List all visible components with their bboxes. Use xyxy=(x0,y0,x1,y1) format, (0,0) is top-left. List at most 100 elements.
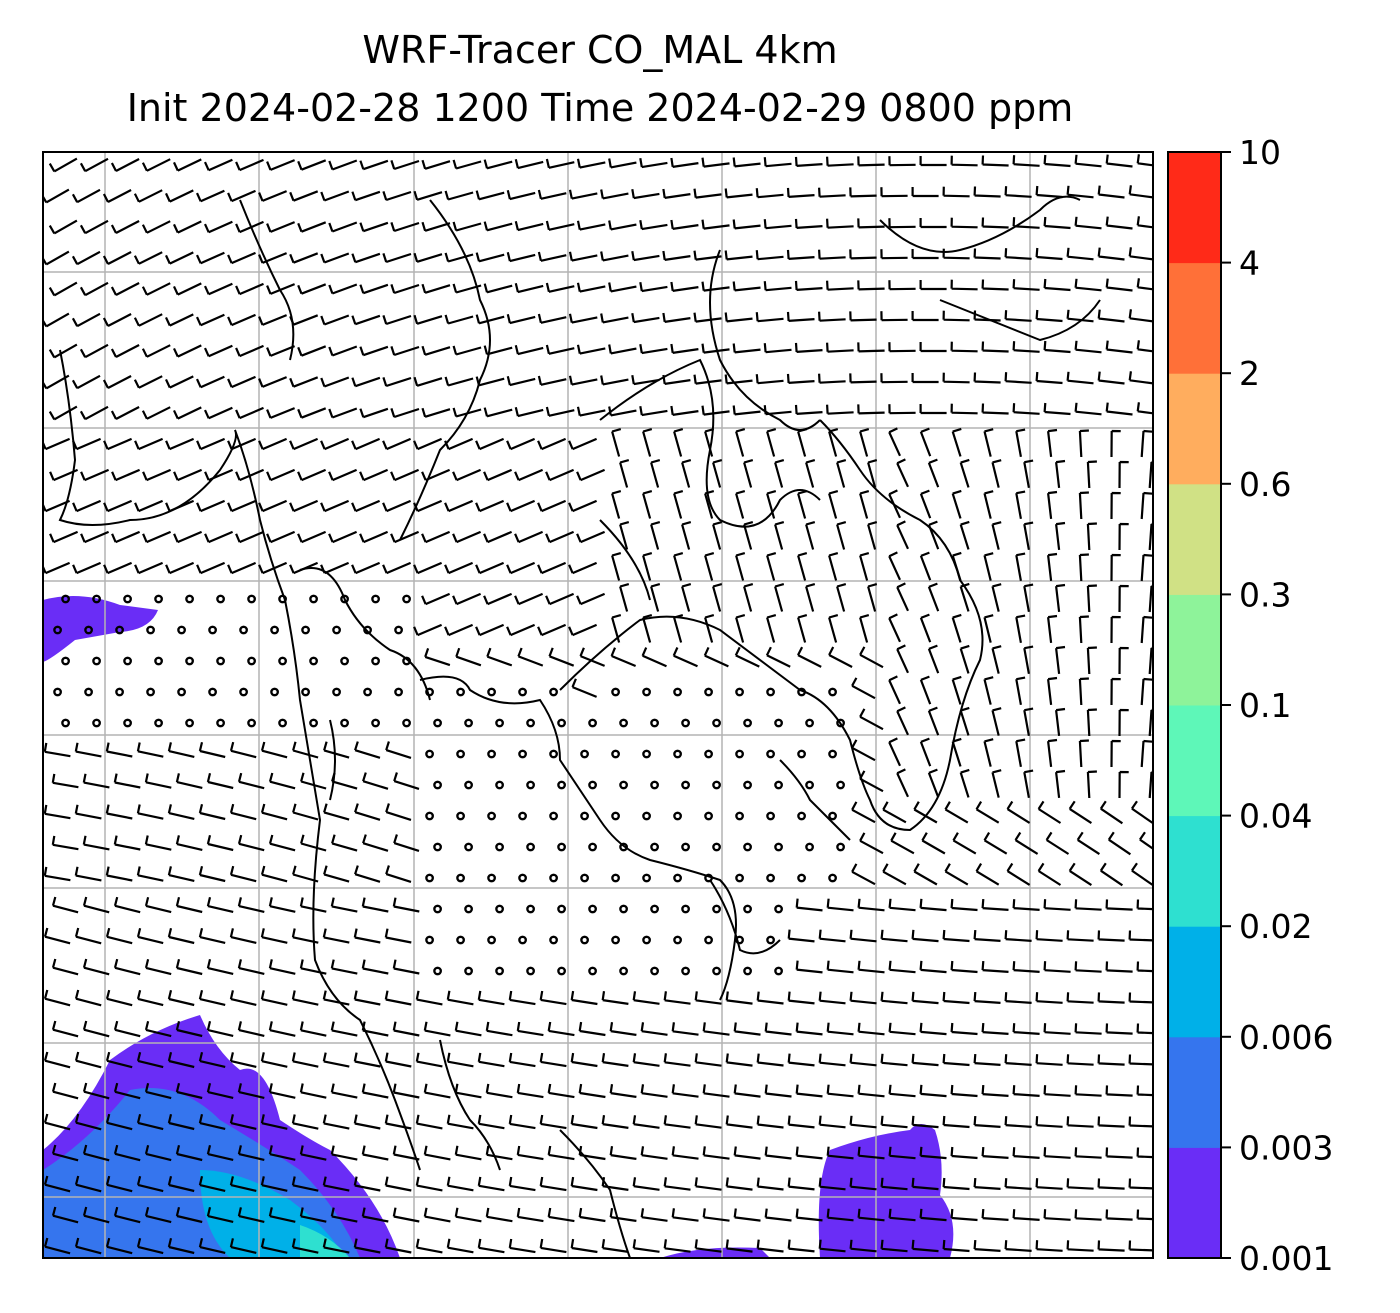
colorbar-tick-label: 0.1 xyxy=(1239,686,1291,725)
wind-barb xyxy=(452,468,482,482)
wind-barb xyxy=(880,1115,908,1129)
wind-barb xyxy=(774,521,785,550)
wind-barb xyxy=(110,344,140,358)
wind-barb xyxy=(514,468,544,482)
wind-barb xyxy=(570,1176,598,1192)
wind-barb xyxy=(859,770,884,793)
calm-marker xyxy=(836,718,845,728)
wind-barb xyxy=(136,804,164,820)
wind-barb xyxy=(229,1238,257,1254)
wind-barb xyxy=(849,1177,877,1191)
wind-barb xyxy=(74,1113,102,1131)
wind-barb xyxy=(571,678,598,698)
calm-marker xyxy=(580,935,589,945)
wind-barb xyxy=(701,219,730,230)
calm-marker xyxy=(425,749,434,759)
wind-barb xyxy=(203,406,233,420)
wind-barb xyxy=(639,220,668,231)
calm-marker xyxy=(402,718,411,728)
wind-barb xyxy=(384,1052,412,1068)
wind-barb xyxy=(670,219,699,230)
wind-barb xyxy=(888,427,902,457)
wind-barb xyxy=(516,1021,544,1037)
calm-marker xyxy=(487,873,496,883)
wind-barb xyxy=(611,614,622,643)
wind-barb xyxy=(576,158,606,169)
wind-barb xyxy=(981,899,1009,911)
wind-barb xyxy=(136,866,164,882)
wind-barb xyxy=(268,897,296,913)
calm-marker xyxy=(278,594,287,604)
wind-barb xyxy=(919,280,947,291)
calm-marker xyxy=(735,749,744,759)
wind-barb xyxy=(857,1022,885,1036)
wind-barb xyxy=(795,1146,823,1160)
wind-barb xyxy=(237,1021,265,1037)
wind-barb xyxy=(703,646,729,668)
calm-marker xyxy=(92,594,101,604)
colorbar-band xyxy=(1168,483,1221,595)
wind-barb xyxy=(681,521,692,550)
wind-barb xyxy=(454,1207,482,1223)
wind-barb xyxy=(631,189,660,200)
wind-barb xyxy=(1086,460,1097,489)
wind-barb xyxy=(951,613,962,643)
wind-barb xyxy=(545,158,575,169)
calm-marker xyxy=(673,811,682,821)
wind-barb xyxy=(836,583,847,612)
wind-barb xyxy=(547,1021,575,1037)
wind-barb xyxy=(291,1052,319,1068)
wind-barb xyxy=(423,1021,451,1037)
wind-barb xyxy=(514,345,544,356)
wind-barb xyxy=(857,1146,885,1160)
colorbar-bands xyxy=(1168,152,1221,1259)
calm-marker xyxy=(774,904,783,914)
calm-marker xyxy=(495,904,504,914)
wind-barb xyxy=(227,499,257,513)
wind-barb xyxy=(732,157,761,168)
wind-barb xyxy=(671,1208,699,1222)
wind-barb xyxy=(787,1177,815,1191)
wind-barb xyxy=(704,614,715,643)
wind-barb xyxy=(198,741,226,759)
wind-barb xyxy=(787,1053,815,1067)
wind-barb xyxy=(547,1145,575,1161)
wind-barb xyxy=(175,896,203,914)
wind-barb xyxy=(951,551,962,581)
calm-marker xyxy=(518,749,527,759)
wind-barb xyxy=(766,552,777,581)
wind-barb xyxy=(537,499,567,513)
wind-barb xyxy=(144,1144,172,1162)
wind-barb xyxy=(1043,1147,1071,1159)
calm-marker xyxy=(309,656,318,666)
wind-barb xyxy=(1068,800,1093,825)
wind-barb xyxy=(1136,1209,1153,1221)
wind-barb xyxy=(601,1053,629,1067)
wind-barb xyxy=(392,897,420,913)
wind-barb xyxy=(175,1144,203,1162)
wind-barb xyxy=(983,552,994,581)
wind-barb xyxy=(601,1177,629,1191)
wind-barb xyxy=(632,1239,660,1253)
wind-barb xyxy=(43,1051,71,1069)
wind-barb xyxy=(857,218,885,229)
wind-barb xyxy=(331,772,358,790)
wind-barb xyxy=(942,1053,970,1067)
calm-marker xyxy=(774,966,783,976)
wind-barb xyxy=(452,407,482,418)
calm-marker xyxy=(828,811,837,821)
wind-barb xyxy=(888,342,916,353)
wind-barb xyxy=(701,281,730,292)
wind-barb xyxy=(390,221,420,233)
wind-barb xyxy=(888,489,902,519)
wind-barb xyxy=(165,375,194,389)
wind-barb xyxy=(134,437,164,451)
calm-marker xyxy=(363,625,372,635)
wind-barb xyxy=(291,1238,319,1254)
wind-barb xyxy=(888,1146,916,1160)
wind-barb xyxy=(755,188,784,199)
wind-barb xyxy=(631,375,660,386)
wind-barb xyxy=(578,1021,606,1037)
wind-barb xyxy=(836,521,847,550)
wind-barb xyxy=(475,252,505,263)
